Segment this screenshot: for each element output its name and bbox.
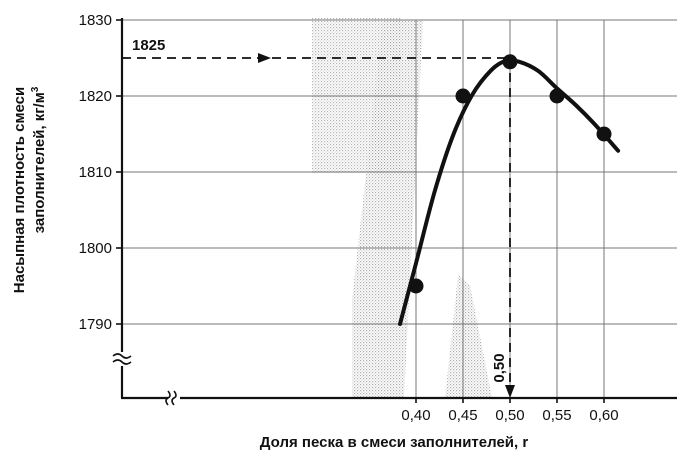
fit-curve-layer bbox=[398, 58, 621, 326]
x-tick-labels: 0,40 0,45 0,50 0,55 0,60 bbox=[401, 407, 618, 424]
x-tick-label-2: 0,50 bbox=[495, 407, 524, 424]
x-axis-title: Доля песка в смеси заполнителей, r bbox=[260, 434, 529, 451]
y-tick-label-3: 1800 bbox=[79, 240, 112, 257]
data-point-1 bbox=[455, 88, 471, 104]
y-tick-label-0: 1830 bbox=[79, 12, 112, 29]
x-tick-label-0: 0,40 bbox=[401, 407, 430, 424]
optimum-y-label: 1825 bbox=[132, 37, 165, 54]
data-points bbox=[408, 54, 612, 294]
x-tick-label-4: 0,60 bbox=[589, 407, 618, 424]
y-tick-labels: 1830 1820 1810 1800 1790 bbox=[79, 12, 112, 333]
y-axis-title-sup: 3 bbox=[30, 86, 41, 92]
data-point-0 bbox=[408, 278, 424, 294]
fit-curve bbox=[398, 58, 621, 326]
x-tick-label-3: 0,55 bbox=[542, 407, 571, 424]
shade-lower bbox=[445, 275, 492, 398]
x-axis-break-mark bbox=[165, 390, 177, 406]
optimum-annotation: 1825 0,50 bbox=[122, 37, 515, 398]
optimum-x-label: 0,50 bbox=[491, 353, 508, 382]
y-axis-title-line1: Насыпная плотность смеси bbox=[11, 87, 28, 293]
y-tick-label-2: 1810 bbox=[79, 164, 112, 181]
optimum-horizontal-arrow bbox=[258, 53, 271, 63]
y-axis-title: Насыпная плотность смеси заполнителей, к… bbox=[11, 86, 48, 293]
axes bbox=[112, 18, 677, 406]
x-tick-label-1: 0,45 bbox=[448, 407, 477, 424]
y-tick-label-4: 1790 bbox=[79, 316, 112, 333]
y-axis-title-main: заполнителей, кг/м bbox=[31, 92, 48, 233]
optimum-vertical-arrow bbox=[505, 385, 515, 398]
data-point-4 bbox=[596, 126, 612, 142]
shaded-region bbox=[312, 18, 492, 398]
y-tick-label-1: 1820 bbox=[79, 88, 112, 105]
y-axis-break-mark bbox=[112, 353, 132, 365]
y-axis-title-line2: заполнителей, кг/м3 bbox=[30, 86, 48, 233]
data-point-3 bbox=[549, 88, 565, 104]
